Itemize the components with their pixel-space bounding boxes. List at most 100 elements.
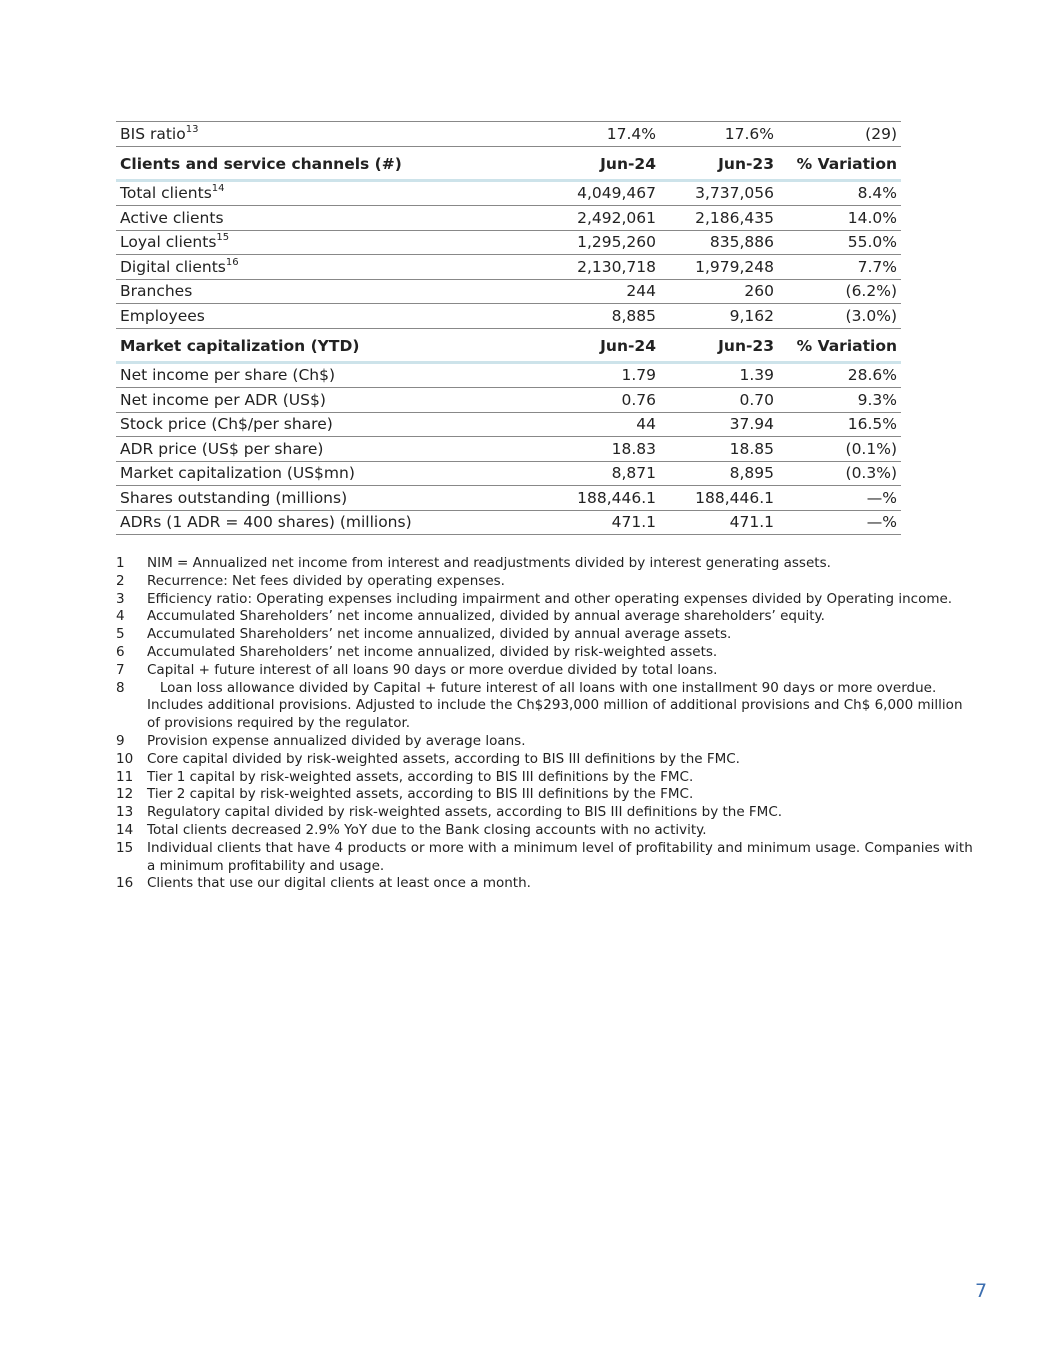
row-label-text: Net income per share (Ch$) xyxy=(120,366,336,385)
value-jun-24-text: 188,446.1 xyxy=(577,488,656,507)
table-row: Employees 8,885 9,162 (3.0%) xyxy=(116,303,901,329)
footnote-number: 9 xyxy=(116,732,125,749)
value-jun-24: 4,049,467 xyxy=(522,180,660,206)
value-jun-23-text: 2,186,435 xyxy=(695,208,774,227)
value-variation-text: (29) xyxy=(865,124,897,143)
footnote-number: 3 xyxy=(116,590,125,607)
value-variation-text: 55.0% xyxy=(847,233,897,252)
row-label-text: Shares outstanding (millions) xyxy=(120,488,348,507)
value-jun-23: 260 xyxy=(660,279,778,304)
footnote-text: Core capital divided by risk-weighted as… xyxy=(147,750,740,767)
value-jun-24: 244 xyxy=(522,279,660,304)
footnote-number: 16 xyxy=(116,875,134,892)
column-header-text: Jun-24 xyxy=(600,155,656,173)
row-label: Net income per share (Ch$) xyxy=(116,362,522,388)
footnote: 16 Clients that use our digital clients a… xyxy=(116,875,976,893)
value-jun-23-text: 8,895 xyxy=(729,464,774,483)
footnote-number: 6 xyxy=(116,643,125,660)
table-row: Loyal clients15 1,295,260 835,886 55.0% xyxy=(116,230,901,255)
footnote-text: Tier 1 capital by risk-weighted assets, … xyxy=(147,768,694,785)
footnote-number: 2 xyxy=(116,572,125,589)
table-row: Branches 244 260 (6.2%) xyxy=(116,279,901,304)
row-label: Shares outstanding (millions) xyxy=(116,485,522,511)
value-jun-23-text: 9,162 xyxy=(729,306,774,325)
footnote-text: Tier 2 capital by risk-weighted assets, … xyxy=(147,786,694,803)
value-jun-24-text: 2,492,061 xyxy=(577,208,656,227)
footnotes: 1 NIM = Annualized net income from intere… xyxy=(116,555,976,893)
row-label-text: Total clients xyxy=(120,184,212,203)
section-header: Market capitalization (YTD) Jun-24 Jun-23%… xyxy=(116,328,901,364)
footnote-ref: 16 xyxy=(225,256,239,268)
footnote-text: Clients that use our digital clients at … xyxy=(147,875,531,892)
footnote-text: Total clients decreased 2.9% YoY due to … xyxy=(147,821,707,838)
footnote-text: Recurrence: Net fees divided by operatin… xyxy=(147,572,505,589)
value-variation-text: —% xyxy=(866,488,897,507)
footnote: 7 Capital + future interest of all loans … xyxy=(116,662,976,680)
value-jun-23-text: 17.6% xyxy=(724,124,774,143)
footnote-text: Accumulated Shareholders’ net income ann… xyxy=(147,608,825,625)
table-row: Net income per ADR (US$) 0.76 0.70 9.3% xyxy=(116,387,901,413)
row-label: Total clients14 xyxy=(116,180,522,206)
footnote: 10 Core capital divided by risk-weighted … xyxy=(116,751,976,769)
row-label: BIS ratio13 xyxy=(116,121,522,147)
footnote-text: Provision expense annualized divided by … xyxy=(147,732,526,749)
table-row: Total clients14 4,049,467 3,737,056 8.4% xyxy=(116,180,901,206)
row-label: Loyal clients15 xyxy=(116,230,522,255)
value-jun-23: 37.94 xyxy=(660,412,778,437)
value-variation: 14.0% xyxy=(778,205,901,231)
row-label-text: ADRs (1 ADR = 400 shares) (millions) xyxy=(120,513,412,532)
footnote-text: Individual clients that have 4 products … xyxy=(147,839,978,874)
column-header-text: % Variation xyxy=(796,337,897,355)
value-variation-text: —% xyxy=(866,513,897,532)
value-jun-24: 17.4% xyxy=(522,121,660,147)
footnote-number: 12 xyxy=(116,786,134,803)
row-label: Digital clients16 xyxy=(116,254,522,280)
footnote-text: Regulatory capital divided by risk-weigh… xyxy=(147,804,783,821)
page-number: 7 xyxy=(975,1280,988,1302)
value-jun-24-text: 4,049,467 xyxy=(577,184,656,203)
data-table: BIS ratio13 17.4% 17.6% (29) Clients and ser… xyxy=(116,121,901,535)
row-label: Active clients xyxy=(116,205,522,231)
table-row: ADRs (1 ADR = 400 shares) (millions) 471.… xyxy=(116,510,901,535)
footnote: 8 Loan loss allowance divided by Capital… xyxy=(116,680,976,733)
value-variation-text: 14.0% xyxy=(847,208,897,227)
value-variation-text: 28.6% xyxy=(847,366,897,385)
value-jun-24: 188,446.1 xyxy=(522,485,660,511)
table-row: Stock price (Ch$/per share) 44 37.94 16.5% xyxy=(116,412,901,437)
section-title: Market capitalization (YTD) xyxy=(116,328,522,364)
footnote-number: 5 xyxy=(116,626,125,643)
value-jun-23: 2,186,435 xyxy=(660,205,778,231)
column-header: % Variation xyxy=(778,146,901,182)
value-jun-23: 471.1 xyxy=(660,510,778,535)
value-variation: 7.7% xyxy=(778,254,901,280)
value-variation: —% xyxy=(778,510,901,535)
section-title: Clients and service channels (#) xyxy=(116,146,522,182)
section-title-text: Clients and service channels (#) xyxy=(120,155,402,173)
value-jun-23-text: 260 xyxy=(744,282,774,301)
value-jun-24-text: 8,885 xyxy=(611,306,656,325)
value-jun-24-text: 244 xyxy=(626,282,656,301)
footnote: 15 Individual clients that have 4 product… xyxy=(116,840,976,876)
value-jun-23-text: 188,446.1 xyxy=(695,488,774,507)
value-variation: (0.3%) xyxy=(778,461,901,486)
section-header: Clients and service channels (#) Jun-24 Ju… xyxy=(116,146,901,182)
footnote: 3 Efficiency ratio: Operating expenses in… xyxy=(116,591,976,609)
value-variation: 16.5% xyxy=(778,412,901,437)
row-label-text: Digital clients xyxy=(120,257,226,276)
value-jun-23: 1,979,248 xyxy=(660,254,778,280)
value-variation: 8.4% xyxy=(778,180,901,206)
value-jun-23-text: 37.94 xyxy=(729,415,774,434)
footnote: 1 NIM = Annualized net income from intere… xyxy=(116,555,976,573)
column-header-text: Jun-23 xyxy=(718,155,774,173)
row-label-text: Branches xyxy=(120,282,193,301)
footnote-text: Efficiency ratio: Operating expenses inc… xyxy=(147,590,953,607)
value-jun-24: 18.83 xyxy=(522,436,660,462)
footnote-ref: 15 xyxy=(216,232,230,244)
row-label: Stock price (Ch$/per share) xyxy=(116,412,522,437)
footnote-text: Loan loss allowance divided by Capital +… xyxy=(147,679,967,732)
row-label-text: BIS ratio xyxy=(120,124,186,143)
value-jun-23: 188,446.1 xyxy=(660,485,778,511)
value-jun-23-text: 1,979,248 xyxy=(695,257,774,276)
column-header: Jun-24 xyxy=(522,146,660,182)
